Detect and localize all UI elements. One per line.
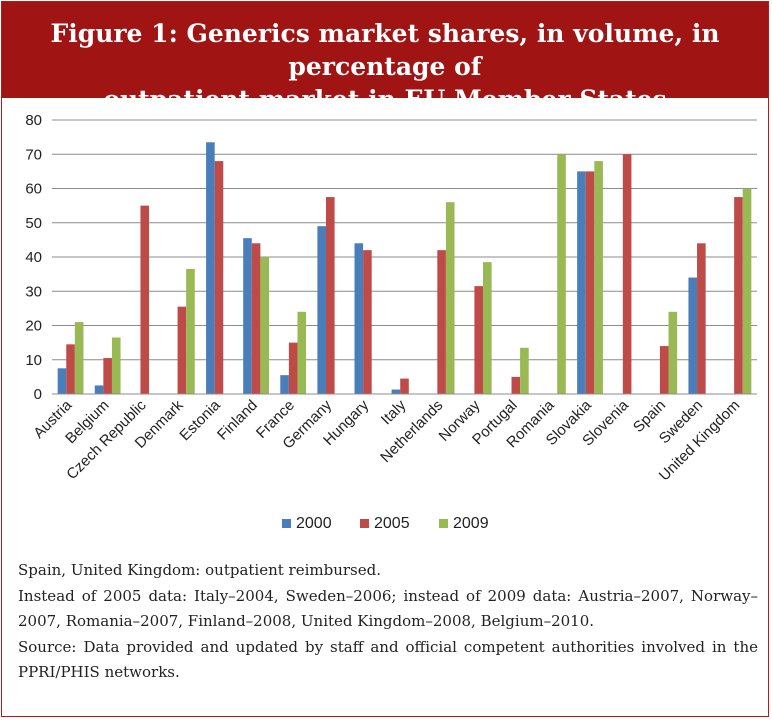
bar-2009 bbox=[186, 268, 195, 394]
legend-label: 2000 bbox=[296, 515, 332, 532]
bar-2009 bbox=[111, 337, 121, 394]
bar-2000 bbox=[94, 385, 104, 394]
bar-2009 bbox=[557, 154, 566, 394]
legend-swatch bbox=[360, 519, 369, 528]
bar-2005 bbox=[214, 161, 224, 394]
bar-2000 bbox=[577, 171, 586, 394]
bar-2005 bbox=[659, 346, 669, 394]
bar-2009 bbox=[445, 202, 455, 394]
bar-2000 bbox=[391, 389, 401, 394]
bar-2000 bbox=[206, 142, 215, 394]
bar-2005 bbox=[177, 306, 187, 394]
bar-2005 bbox=[251, 243, 261, 394]
bar-2000 bbox=[57, 368, 67, 394]
bar-2005 bbox=[697, 243, 706, 394]
bar-2009 bbox=[520, 347, 529, 394]
y-tick-label: 80 bbox=[25, 112, 42, 129]
bar-2000 bbox=[317, 226, 326, 394]
note-source: Source: Data provided and updated by sta… bbox=[18, 637, 758, 682]
bar-2005 bbox=[585, 171, 595, 394]
bar-2009 bbox=[74, 322, 84, 394]
bar-2009 bbox=[483, 262, 492, 394]
bar-2005 bbox=[325, 197, 335, 394]
bar-2009 bbox=[594, 161, 603, 394]
x-tick-label: Italy bbox=[378, 396, 410, 428]
gridlines bbox=[52, 119, 757, 361]
note-scope: Spain, United Kingdom: outpatient reimbu… bbox=[18, 561, 382, 579]
bar-2009 bbox=[668, 311, 678, 394]
note-data-years: Instead of 2005 data: Italy–2004, Sweden… bbox=[18, 586, 758, 631]
bar-2005 bbox=[437, 250, 446, 394]
y-tick-label: 40 bbox=[25, 249, 42, 266]
bar-2005 bbox=[66, 344, 75, 394]
figure-header: Figure 1: Generics market shares, in vol… bbox=[2, 2, 768, 114]
y-tick-label: 50 bbox=[25, 215, 42, 232]
bar-2009 bbox=[742, 188, 752, 394]
legend-label: 2009 bbox=[453, 515, 489, 532]
y-tick-label: 60 bbox=[25, 181, 42, 198]
bars bbox=[57, 142, 752, 394]
legend-swatch bbox=[439, 519, 448, 528]
bar-2005 bbox=[511, 376, 521, 394]
x-tick-label: Estonia bbox=[176, 396, 224, 444]
figure-title-line-2: outpatient market in EU Member States bbox=[103, 85, 667, 114]
legend-label: 2005 bbox=[374, 515, 410, 532]
bar-2005 bbox=[288, 342, 298, 394]
bar-2005 bbox=[103, 358, 112, 394]
bar-2000 bbox=[354, 243, 364, 394]
legend-swatch bbox=[282, 519, 291, 528]
bar-2000 bbox=[280, 375, 289, 394]
y-tick-label: 10 bbox=[25, 352, 42, 369]
y-axis-ticks: 0 10 20 30 40 50 60 70 80 bbox=[25, 112, 42, 403]
bar-2005 bbox=[734, 197, 743, 394]
figure-notes: Spain, United Kingdom: outpatient reimbu… bbox=[18, 558, 758, 686]
y-tick-label: 20 bbox=[25, 318, 42, 335]
legend: 2000 2005 2009 bbox=[282, 515, 489, 532]
y-tick-label: 0 bbox=[34, 386, 42, 403]
bar-2005 bbox=[363, 250, 372, 394]
bar-2005 bbox=[622, 154, 632, 394]
bar-2009 bbox=[297, 311, 307, 394]
y-tick-label: 70 bbox=[25, 146, 42, 163]
bar-2005 bbox=[140, 205, 150, 394]
bar-2000 bbox=[688, 277, 698, 394]
bar-2009 bbox=[260, 257, 269, 394]
figure-title-line-1: Figure 1: Generics market shares, in vol… bbox=[50, 19, 720, 81]
bar-2005 bbox=[400, 378, 409, 394]
bar-2000 bbox=[243, 238, 252, 394]
bar-2005 bbox=[474, 286, 484, 394]
x-tick-label: Finland bbox=[214, 397, 261, 444]
y-tick-label: 30 bbox=[25, 283, 42, 300]
